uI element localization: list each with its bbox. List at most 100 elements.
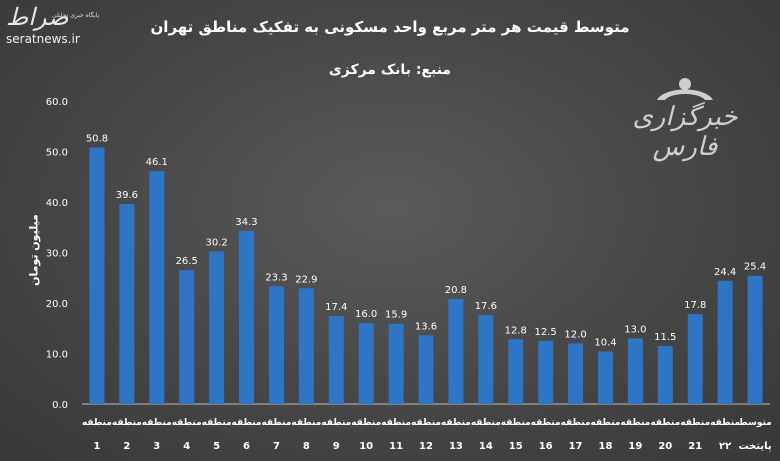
x-tick-label: 18 <box>599 441 613 452</box>
x-tick-label: منطقه <box>142 418 172 428</box>
y-tick-label: 40.0 <box>46 198 68 209</box>
chart-title: متوسط قیمت هر متر مربع واحد مسکونی به تف… <box>150 18 630 36</box>
data-label: 13.6 <box>415 321 437 332</box>
bar <box>268 286 284 404</box>
bar <box>89 147 105 404</box>
bar <box>508 339 524 404</box>
x-tick-label: 4 <box>183 441 190 452</box>
bar <box>298 288 314 404</box>
bar <box>747 275 763 404</box>
x-tick-label: منطقه <box>321 418 351 428</box>
data-label: 17.8 <box>684 300 706 311</box>
bar <box>388 323 404 404</box>
x-tick-label: منطقه <box>202 418 232 428</box>
x-tick-label: 15 <box>509 441 523 452</box>
data-label: 23.3 <box>265 272 287 283</box>
bar <box>538 340 554 404</box>
data-label: 17.6 <box>475 301 497 312</box>
data-label: 10.4 <box>594 337 616 348</box>
y-tick-label: 50.0 <box>46 148 68 159</box>
brand-url: seratnews.ir <box>6 32 80 46</box>
bar <box>448 298 464 404</box>
brand-tagline: پایگاه خبری تحلیلی <box>52 12 100 19</box>
bar <box>418 335 434 404</box>
data-label: 22.9 <box>295 274 317 285</box>
x-tick-label: منطقه <box>411 418 441 428</box>
data-label: 12.0 <box>564 329 586 340</box>
data-label: 24.4 <box>714 267 736 278</box>
bar <box>627 338 643 404</box>
x-tick-label: 6 <box>243 441 250 452</box>
data-label: 12.8 <box>505 325 527 336</box>
bar <box>358 323 374 404</box>
x-tick-label: منطقه <box>710 418 740 428</box>
x-tick-label: منطقه <box>591 418 621 428</box>
x-tick-label: 5 <box>213 441 220 452</box>
x-tick-label: 20 <box>658 441 672 452</box>
seratnews-logo: صراط پایگاه خبری تحلیلی seratnews.ir <box>6 4 106 46</box>
bar <box>149 171 165 404</box>
x-tick-label: 3 <box>153 441 160 452</box>
x-tick-label: منطقه <box>561 418 591 428</box>
x-tick-label: منطقه <box>471 418 501 428</box>
x-tick-label: 10 <box>359 441 373 452</box>
fars-news-watermark: خبرگزاری فارس <box>605 70 765 162</box>
x-tick-label: 14 <box>479 441 493 452</box>
x-tick-label: منطقه <box>261 418 291 428</box>
x-tick-label: 2 <box>123 441 130 452</box>
x-tick-label: منطقه <box>172 418 202 428</box>
data-label: 25.4 <box>744 262 766 273</box>
x-tick-label: منطقه <box>112 418 142 428</box>
bar <box>179 270 195 404</box>
x-tick-label: 17 <box>569 441 583 452</box>
x-tick-label: منطقه <box>531 418 561 428</box>
x-tick-label: منطقه <box>680 418 710 428</box>
x-tick-label: 11 <box>389 441 403 452</box>
data-label: 34.3 <box>235 217 257 228</box>
fars-logo-icon <box>657 78 713 100</box>
x-tick-label: پایتخت <box>738 441 771 452</box>
data-label: 11.5 <box>654 332 676 343</box>
bar <box>597 351 613 404</box>
x-tick-label: 8 <box>303 441 310 452</box>
bar <box>328 316 344 404</box>
data-label: 12.5 <box>535 327 557 338</box>
data-label: 26.5 <box>176 256 198 267</box>
y-tick-label: 10.0 <box>46 350 68 361</box>
bar <box>209 251 225 404</box>
watermark-text: خبرگزاری فارس <box>632 102 738 162</box>
data-label: 17.4 <box>325 302 347 313</box>
data-label: 16.0 <box>355 309 377 320</box>
x-tick-label: 12 <box>419 441 433 452</box>
bar <box>687 314 703 404</box>
data-label: 13.0 <box>624 324 646 335</box>
x-tick-label: ۲۲ <box>719 441 731 452</box>
x-tick-label: 21 <box>688 441 702 452</box>
x-tick-label: 7 <box>273 441 280 452</box>
data-label: 15.9 <box>385 310 407 321</box>
x-tick-label: 13 <box>449 441 463 452</box>
x-tick-label: منطقه <box>291 418 321 428</box>
x-tick-label: منطقه <box>501 418 531 428</box>
x-tick-label: منطقه <box>620 418 650 428</box>
chart-subtitle: منبع: بانک مرکزی <box>328 62 452 78</box>
brand-logo-text: صراط <box>6 3 69 31</box>
x-tick-label: منطقه <box>650 418 680 428</box>
y-tick-label: 30.0 <box>46 249 68 260</box>
data-label: 50.8 <box>86 133 108 144</box>
x-tick-label: متوسط <box>738 418 771 428</box>
x-tick-label: 16 <box>539 441 553 452</box>
bar <box>717 280 733 404</box>
data-label: 46.1 <box>146 157 168 168</box>
bar <box>568 343 584 404</box>
y-tick-label: 0.0 <box>52 400 68 411</box>
y-tick-label: 60.0 <box>46 97 68 108</box>
data-label: 20.8 <box>445 285 467 296</box>
y-tick-label: 20.0 <box>46 299 68 310</box>
x-tick-label: منطقه <box>82 418 112 428</box>
bar <box>478 315 494 404</box>
x-tick-label: 1 <box>93 441 100 452</box>
x-tick-label: منطقه <box>441 418 471 428</box>
x-tick-label: 9 <box>333 441 340 452</box>
